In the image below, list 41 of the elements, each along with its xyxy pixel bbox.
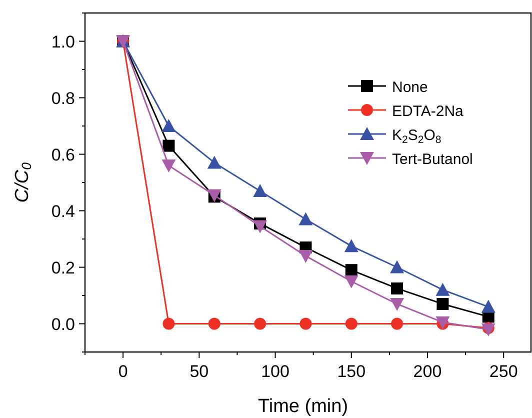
x-tick-label: 100 <box>261 362 290 381</box>
point <box>162 119 176 132</box>
point <box>344 275 358 288</box>
point <box>345 264 358 276</box>
point <box>298 212 313 226</box>
x-tick-label: 250 <box>489 362 518 381</box>
point <box>345 318 358 330</box>
point <box>390 260 404 274</box>
point <box>207 156 222 169</box>
point <box>162 318 175 330</box>
legend-label: EDTA-2Na <box>392 103 464 120</box>
legend-label: None <box>392 79 428 96</box>
point <box>253 184 268 197</box>
x-tick-label: 0 <box>118 362 128 381</box>
y-tick-label: 0.6 <box>51 145 75 164</box>
legend-label: Tert-Butanol <box>392 151 473 168</box>
point <box>391 318 404 330</box>
x-tick-label: 150 <box>337 362 366 381</box>
point <box>391 282 404 294</box>
point <box>481 323 496 336</box>
legend-label: K$_{2}$S$_{2}$O$_{8}$ <box>392 127 442 146</box>
point <box>390 298 404 311</box>
y-tick-label: 0.8 <box>51 88 75 108</box>
point <box>344 239 358 252</box>
point <box>481 300 496 313</box>
point <box>208 318 220 330</box>
point <box>436 282 450 296</box>
y-tick-label: 0.4 <box>51 202 75 221</box>
point <box>162 160 176 173</box>
point <box>300 318 312 330</box>
y-tick-label: 0.2 <box>51 258 75 278</box>
point <box>436 298 449 310</box>
x-tick-label: 200 <box>413 362 442 381</box>
point <box>162 140 175 152</box>
point <box>253 220 268 234</box>
x-tick-label: 50 <box>190 362 209 381</box>
x-axis-title: Time (min) <box>258 396 348 417</box>
point <box>298 250 313 263</box>
point <box>254 318 266 330</box>
y-tick-label: 1.0 <box>51 32 75 52</box>
y-tick-label: 0.0 <box>51 314 75 334</box>
